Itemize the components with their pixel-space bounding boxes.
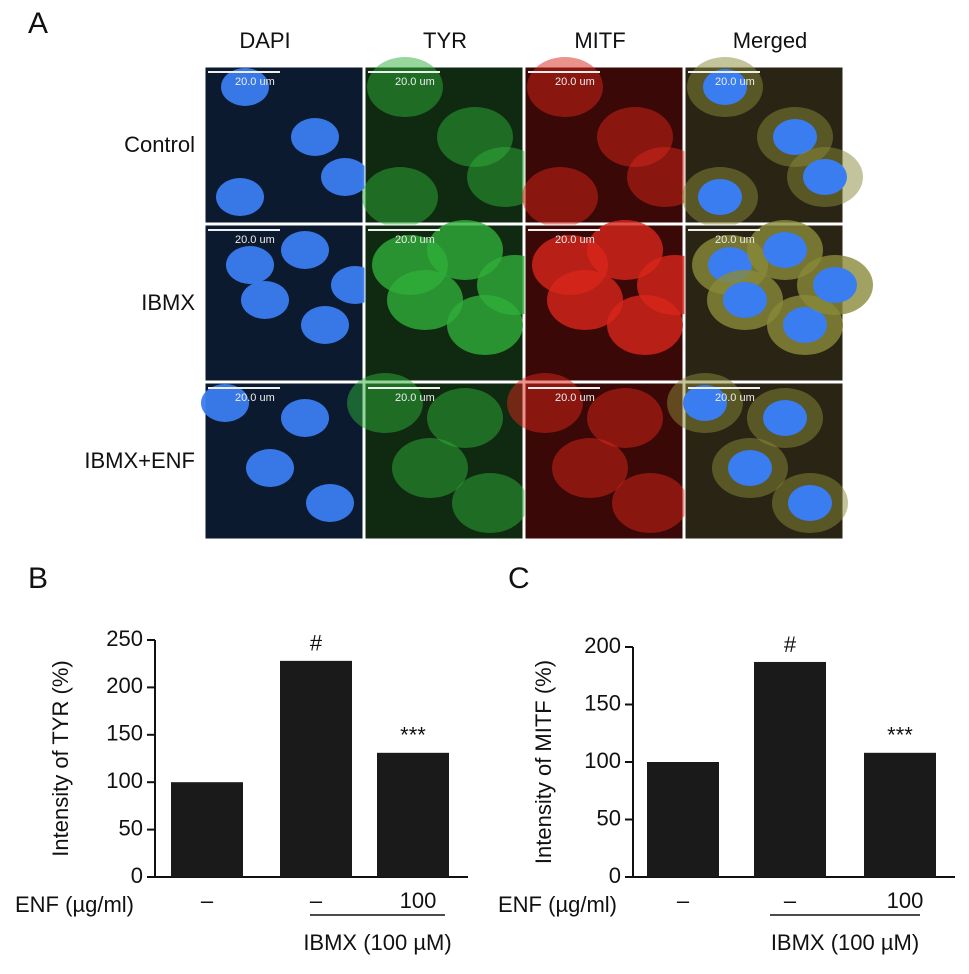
cell <box>427 220 503 280</box>
cell <box>522 167 598 227</box>
y-axis-label: Intensity of MITF (%) <box>531 660 556 864</box>
nucleus <box>763 400 807 436</box>
panel-letter: B <box>28 562 48 595</box>
y-tick-label: 0 <box>609 863 621 888</box>
bar-annotation: # <box>784 632 797 657</box>
cell <box>362 167 438 227</box>
column-header: Merged <box>733 28 808 53</box>
cell <box>301 306 349 344</box>
nucleus <box>803 159 847 195</box>
scale-bar-label: 20.0 um <box>715 234 755 246</box>
cell <box>587 220 663 280</box>
bar-annotation: *** <box>887 723 913 748</box>
cell <box>291 118 339 156</box>
row-label: IBMX <box>141 290 195 315</box>
cell <box>427 388 503 448</box>
panel-letter: C <box>508 562 530 595</box>
group-label: IBMX (100 µM) <box>771 930 919 955</box>
category-label: ENF (µg/ml) <box>498 892 617 917</box>
column-header: MITF <box>574 28 625 53</box>
x-tick-label: – <box>677 888 690 913</box>
cell <box>552 438 628 498</box>
scale-bar-label: 20.0 um <box>395 234 435 246</box>
scale-bar-label: 20.0 um <box>555 76 595 88</box>
nucleus <box>763 232 807 268</box>
bar-annotation: # <box>310 631 323 656</box>
cell <box>587 388 663 448</box>
y-tick-label: 50 <box>119 815 143 840</box>
nucleus <box>773 119 817 155</box>
bar <box>377 752 449 877</box>
panel-letter: A <box>28 7 48 40</box>
cell <box>226 246 274 284</box>
y-tick-label: 250 <box>106 626 143 651</box>
nucleus <box>723 282 767 318</box>
y-tick-label: 100 <box>106 768 143 793</box>
nucleus <box>783 307 827 343</box>
nucleus <box>728 450 772 486</box>
y-tick-label: 200 <box>106 673 143 698</box>
cell <box>221 68 269 106</box>
cell <box>387 270 463 330</box>
y-tick-label: 100 <box>584 748 621 773</box>
scale-bar-label: 20.0 um <box>715 76 755 88</box>
bar <box>754 661 826 877</box>
y-axis-label: Intensity of TYR (%) <box>48 660 73 856</box>
cell <box>281 399 329 437</box>
x-tick-label: – <box>201 888 214 913</box>
group-label: IBMX (100 µM) <box>303 930 451 955</box>
nucleus <box>703 69 747 105</box>
nucleus <box>788 485 832 521</box>
cell <box>246 449 294 487</box>
scale-bar-label: 20.0 um <box>715 392 755 404</box>
column-header: DAPI <box>239 28 290 53</box>
bar <box>647 762 719 877</box>
scale-bar-label: 20.0 um <box>235 76 275 88</box>
cell <box>392 438 468 498</box>
cell <box>216 178 264 216</box>
row-label: IBMX+ENF <box>84 448 195 473</box>
category-label: ENF (µg/ml) <box>15 892 134 917</box>
nucleus <box>698 179 742 215</box>
scale-bar-label: 20.0 um <box>555 392 595 404</box>
bar-annotation: *** <box>400 723 426 748</box>
cell <box>547 270 623 330</box>
cell <box>612 473 688 533</box>
bar <box>864 752 936 877</box>
cell <box>201 384 249 422</box>
row-label: Control <box>124 132 195 157</box>
scale-bar-label: 20.0 um <box>395 76 435 88</box>
scale-bar-label: 20.0 um <box>235 392 275 404</box>
scale-bar-label: 20.0 um <box>395 392 435 404</box>
cell <box>306 484 354 522</box>
bar <box>171 782 243 877</box>
x-tick-label: 100 <box>887 888 924 913</box>
column-header: TYR <box>423 28 467 53</box>
y-tick-label: 150 <box>584 690 621 715</box>
x-tick-label: – <box>784 888 797 913</box>
cell <box>452 473 528 533</box>
y-tick-label: 200 <box>584 633 621 658</box>
x-tick-label: – <box>310 888 323 913</box>
y-tick-label: 50 <box>597 805 621 830</box>
y-tick-label: 0 <box>131 863 143 888</box>
nucleus <box>813 267 857 303</box>
cell <box>281 231 329 269</box>
scale-bar-label: 20.0 um <box>555 234 595 246</box>
cell <box>321 158 369 196</box>
cell <box>241 281 289 319</box>
bar <box>280 660 352 877</box>
y-tick-label: 150 <box>106 721 143 746</box>
nucleus <box>683 385 727 421</box>
x-tick-label: 100 <box>400 888 437 913</box>
scale-bar-label: 20.0 um <box>235 234 275 246</box>
